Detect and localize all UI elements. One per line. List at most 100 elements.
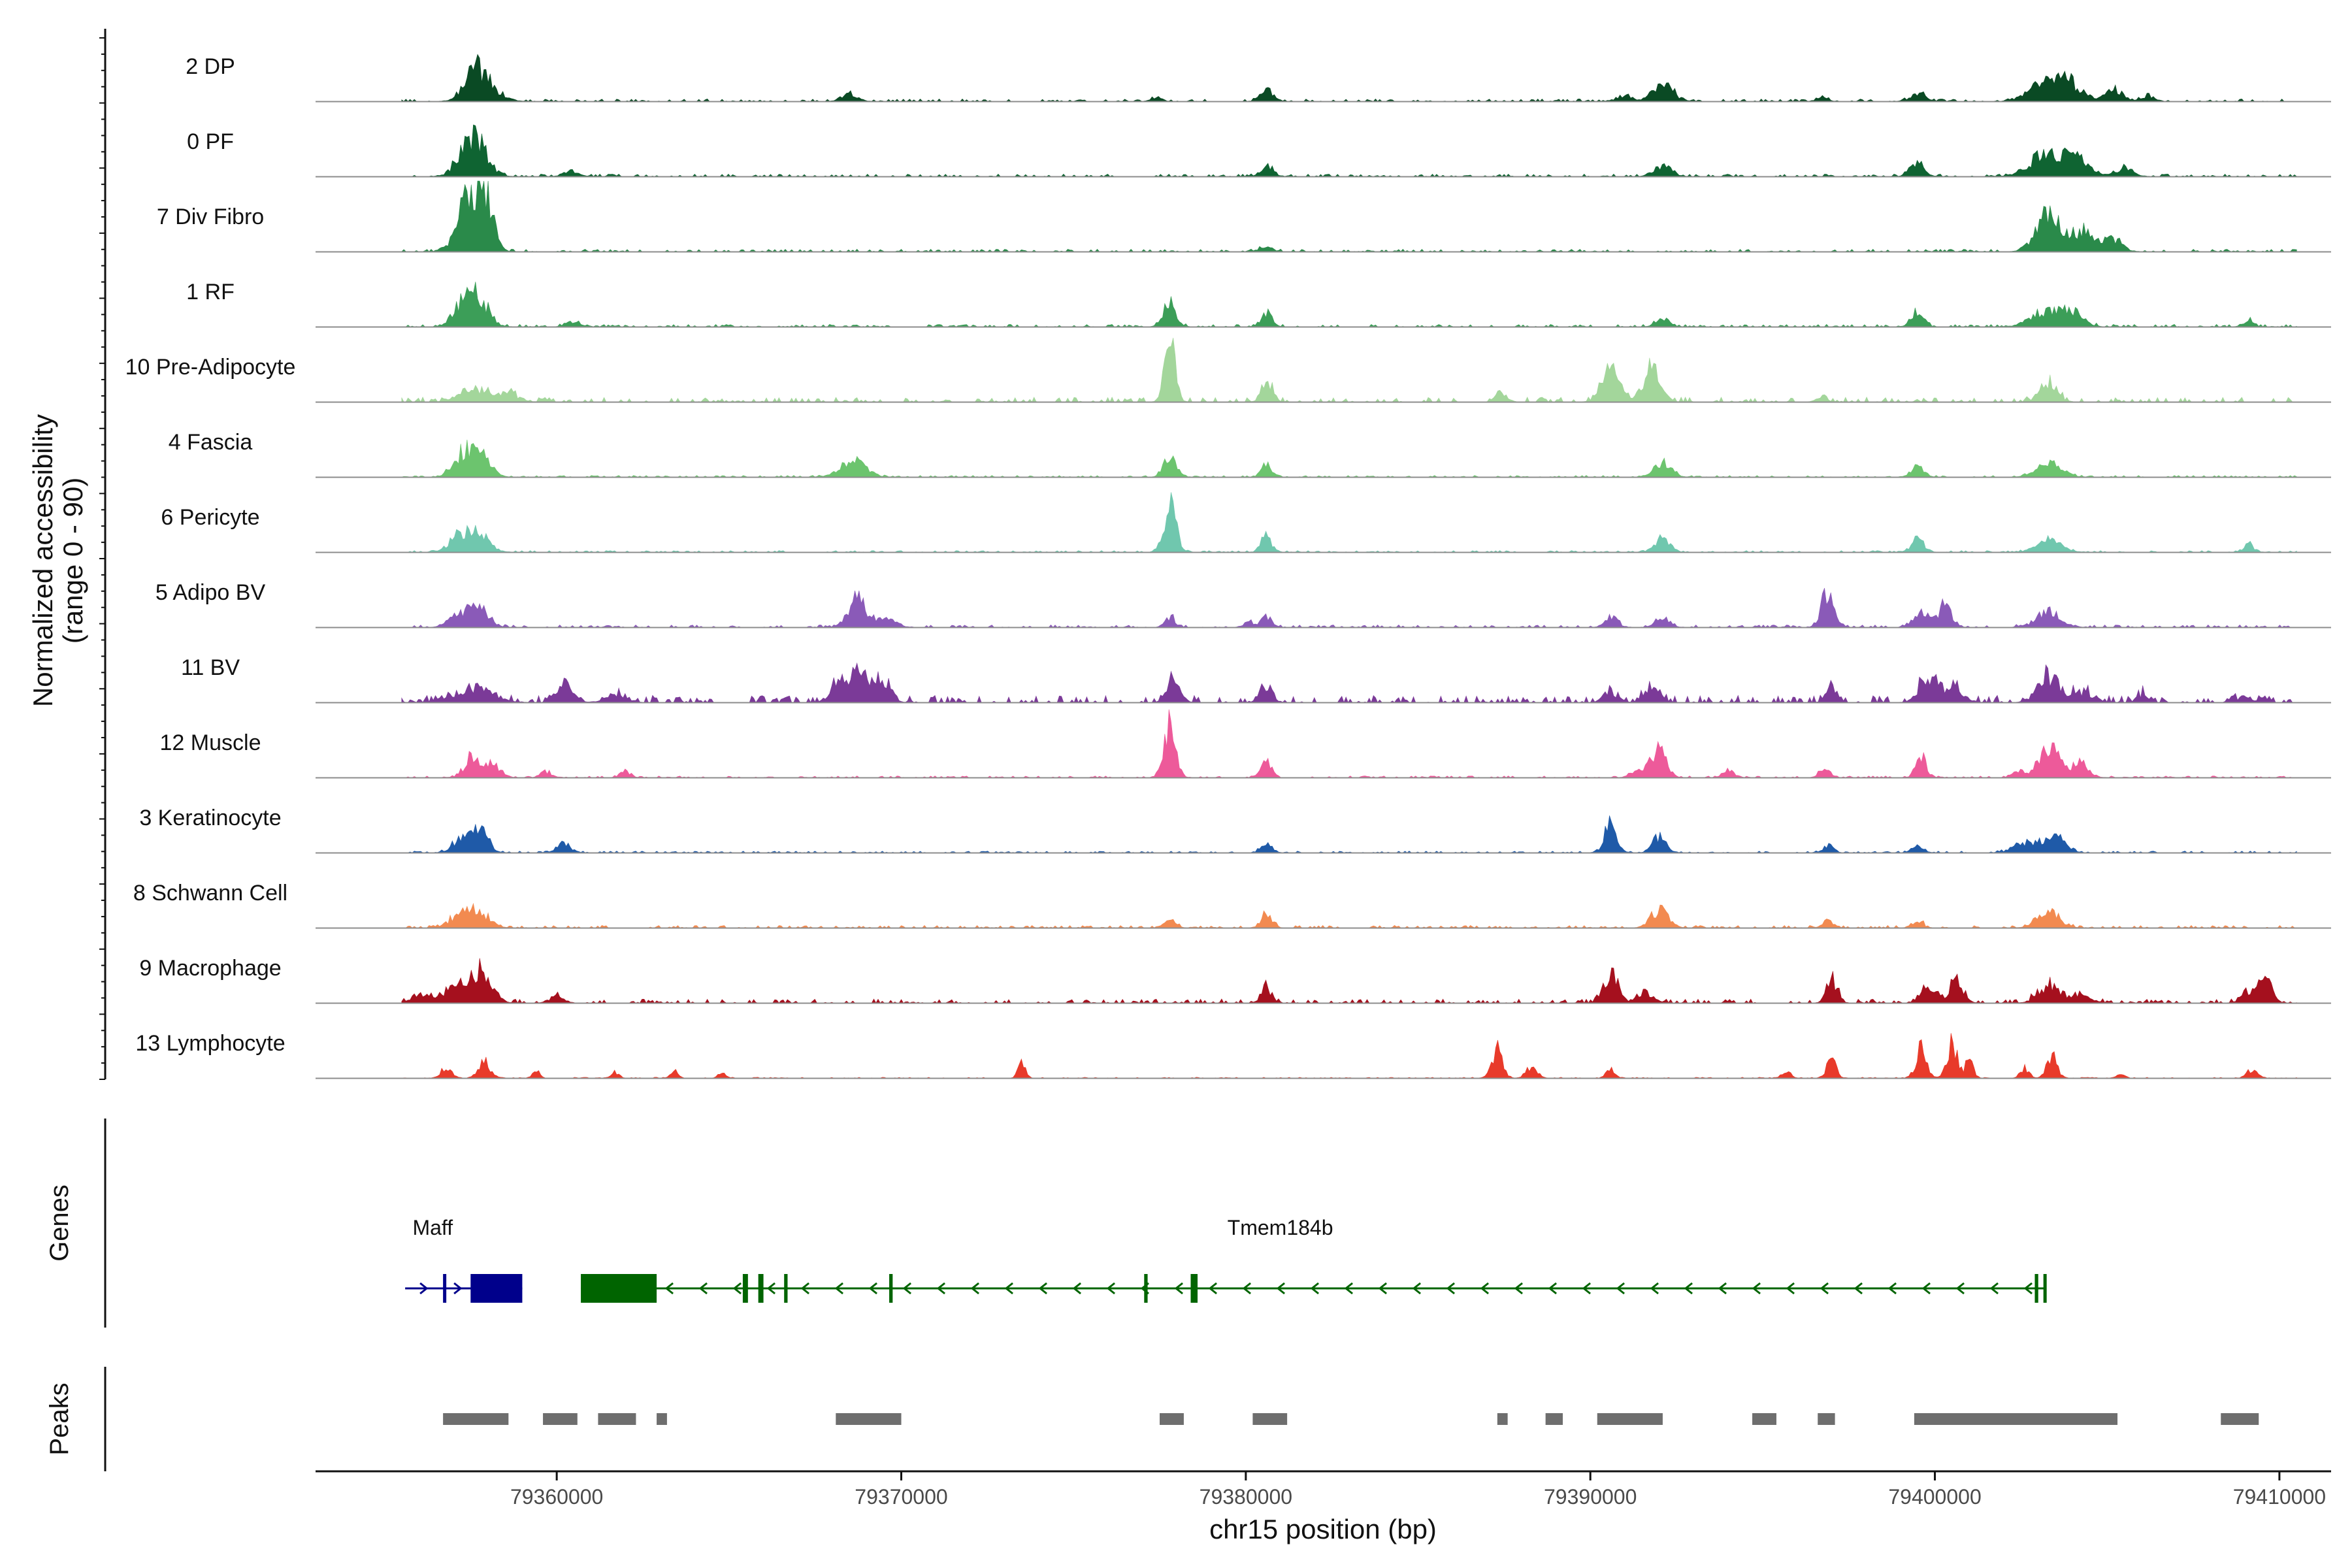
strand-arrow xyxy=(1786,1282,1795,1295)
y-axis-title-line2: (range 0 - 90) xyxy=(57,478,88,644)
peak-region xyxy=(836,1413,902,1425)
strand-arrow xyxy=(1174,1282,1183,1295)
exon xyxy=(443,1274,447,1303)
peaks-panel-title: Peaks xyxy=(45,1382,74,1455)
strand-arrow xyxy=(1276,1282,1285,1295)
gene-tmem184b: Tmem184b xyxy=(581,1216,2047,1303)
peak-region xyxy=(1914,1413,2118,1425)
track-2: 0 PF xyxy=(187,124,2331,178)
track-label: 3 Keratinocyte xyxy=(139,806,281,830)
strand-arrow xyxy=(868,1282,877,1295)
y-axis-title-line1: Normalized accessibility xyxy=(27,414,58,707)
strand-arrow xyxy=(1887,1282,1897,1295)
track-4: 1 RF xyxy=(186,280,2331,328)
strand-arrow xyxy=(1412,1282,1421,1295)
x-axis-title: chr15 position (bp) xyxy=(1209,1514,1437,1544)
track-label: 2 DP xyxy=(186,54,235,79)
track-label: 10 Pre-Adipocyte xyxy=(125,355,296,380)
exon xyxy=(758,1274,764,1303)
exon xyxy=(889,1274,893,1303)
exon xyxy=(784,1274,788,1303)
strand-arrow xyxy=(1752,1282,1761,1295)
track-8: 5 Adipo BV xyxy=(155,580,2331,629)
strand-arrow xyxy=(453,1282,463,1295)
track-13: 9 Macrophage xyxy=(139,956,2331,1004)
genes-track: Maff Tmem184b xyxy=(405,1216,2047,1303)
gene-label: Maff xyxy=(412,1216,453,1239)
x-tick-label: 79400000 xyxy=(1888,1485,1981,1509)
peak-region xyxy=(543,1413,578,1425)
x-tick-label: 79390000 xyxy=(1544,1485,1637,1509)
exon xyxy=(581,1274,657,1303)
track-12: 8 Schwann Cell xyxy=(133,881,2331,929)
strand-arrow xyxy=(1242,1282,1251,1295)
track-label: 8 Schwann Cell xyxy=(133,881,287,906)
gene-label: Tmem184b xyxy=(1228,1216,1333,1239)
strand-arrow xyxy=(1650,1282,1659,1295)
strand-arrow xyxy=(1955,1282,1965,1295)
strand-arrow xyxy=(766,1282,776,1295)
track-label: 12 Muscle xyxy=(160,730,261,755)
strand-arrow xyxy=(1820,1282,1829,1295)
x-tick-label: 79360000 xyxy=(510,1485,603,1509)
strand-arrow xyxy=(1446,1282,1455,1295)
strand-arrow xyxy=(1854,1282,1863,1295)
strand-arrow xyxy=(1480,1282,1489,1295)
track-label: 1 RF xyxy=(186,280,235,304)
strand-arrow xyxy=(902,1282,911,1295)
strand-arrow xyxy=(1072,1282,1081,1295)
strand-arrow xyxy=(834,1282,843,1295)
peak-region xyxy=(1818,1413,1835,1425)
track-1: 2 DP xyxy=(186,54,2331,103)
exon xyxy=(470,1274,523,1303)
strand-arrow xyxy=(1989,1282,1999,1295)
track-label: 0 PF xyxy=(187,129,234,154)
strand-arrow xyxy=(1582,1282,1591,1295)
exon xyxy=(742,1274,748,1303)
strand-arrow xyxy=(936,1282,945,1295)
strand-arrow xyxy=(1514,1282,1523,1295)
strand-arrow xyxy=(664,1282,674,1295)
strand-arrow xyxy=(1106,1282,1115,1295)
track-label: 9 Macrophage xyxy=(139,956,281,981)
exon xyxy=(1144,1274,1148,1303)
peaks-track xyxy=(443,1413,2259,1425)
exon xyxy=(2034,1274,2038,1303)
peak-region xyxy=(1497,1413,1508,1425)
accessibility-tracks: 2 DP 0 PF 7 Div Fibro 1 RF 10 Pre-Adipocyte 4… xyxy=(125,54,2331,1079)
strand-arrow xyxy=(1208,1282,1217,1295)
track-6: 4 Fascia xyxy=(169,430,2331,478)
exon xyxy=(2043,1274,2047,1303)
strand-arrow xyxy=(1921,1282,1931,1295)
strand-arrow xyxy=(1004,1282,1013,1295)
strand-arrow xyxy=(1684,1282,1693,1295)
track-11: 3 Keratinocyte xyxy=(139,806,2331,854)
peak-region xyxy=(1545,1413,1563,1425)
genes-panel-title: Genes xyxy=(45,1184,74,1262)
strand-arrow xyxy=(732,1282,742,1295)
strand-arrow xyxy=(1616,1282,1625,1295)
x-tick-label: 79410000 xyxy=(2233,1485,2326,1509)
peak-region xyxy=(443,1413,509,1425)
exon xyxy=(1190,1274,1198,1303)
track-label: 5 Adipo BV xyxy=(155,580,266,605)
track-label: 6 Pericyte xyxy=(161,505,259,530)
axes: 79360000 79370000 79380000 79390000 79400000… xyxy=(99,29,2331,1509)
track-label: 13 Lymphocyte xyxy=(135,1031,285,1056)
peak-region xyxy=(1160,1413,1184,1425)
track-14: 13 Lymphocyte xyxy=(135,1031,2331,1079)
strand-arrow xyxy=(1718,1282,1727,1295)
track-3: 7 Div Fibro xyxy=(157,180,2331,253)
strand-arrow xyxy=(1310,1282,1319,1295)
peak-region xyxy=(657,1413,667,1425)
track-5: 10 Pre-Adipocyte xyxy=(125,338,2331,403)
strand-arrow xyxy=(1548,1282,1557,1295)
strand-arrow xyxy=(698,1282,708,1295)
strand-arrow xyxy=(1378,1282,1387,1295)
x-tick-label: 79380000 xyxy=(1200,1485,1292,1509)
track-10: 12 Muscle xyxy=(160,709,2331,779)
peak-region xyxy=(598,1413,636,1425)
track-9: 11 BV xyxy=(181,655,2331,704)
strand-arrow xyxy=(800,1282,809,1295)
